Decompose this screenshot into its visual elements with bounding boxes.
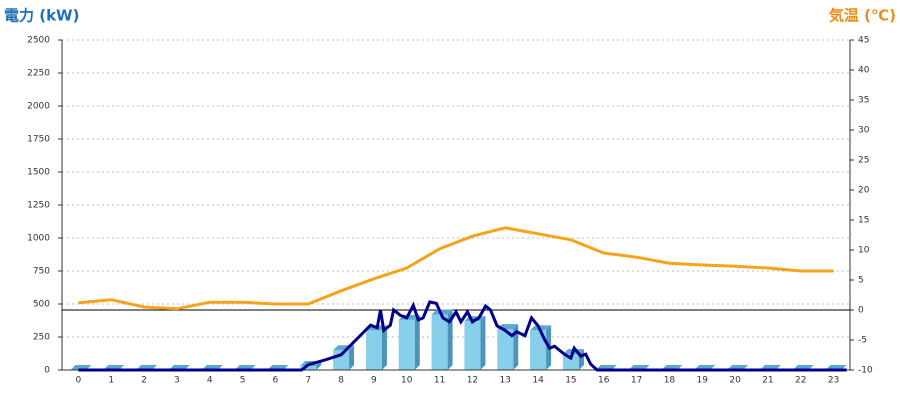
bar-top — [431, 309, 453, 315]
x-tick-label: 6 — [273, 376, 279, 386]
bar-front — [365, 330, 382, 370]
bar-front — [464, 321, 481, 370]
x-tick-label: 19 — [697, 376, 709, 386]
x-tick-label: 4 — [207, 376, 213, 386]
x-tick-label: 7 — [305, 376, 311, 386]
x-tick-label: 20 — [729, 376, 741, 386]
bar — [365, 325, 387, 370]
x-tick-label: 13 — [500, 376, 511, 386]
bar-side — [381, 325, 387, 370]
bar-side — [480, 316, 486, 370]
x-tick-label: 10 — [401, 376, 413, 386]
y2-tick-label: 5 — [858, 276, 864, 286]
x-tick-label: 9 — [371, 376, 377, 386]
y2-tick-label: 20 — [858, 186, 870, 196]
x-tick-label: 15 — [565, 376, 576, 386]
y2-tick-label: 15 — [858, 216, 869, 226]
bar-side — [447, 309, 453, 370]
y-tick-label: 1500 — [27, 168, 50, 178]
power-line — [78, 300, 847, 372]
x-tick-label: 23 — [828, 376, 839, 386]
y-tick-label: 1000 — [27, 234, 50, 244]
y-tick-label: 2250 — [27, 69, 50, 79]
bar — [398, 314, 420, 370]
y2-title: 気温 (℃) — [829, 7, 896, 25]
bar-front — [497, 329, 514, 370]
y-tick-label: 0 — [44, 366, 50, 376]
y2-tick-label: 10 — [858, 246, 870, 256]
bar — [431, 309, 453, 370]
y-tick-label: 250 — [33, 333, 50, 343]
y2-tick-label: 35 — [858, 96, 869, 106]
bar-side — [513, 324, 519, 370]
temperature-line — [78, 226, 834, 311]
x-tick-label: 18 — [664, 376, 676, 386]
y-tick-label: 750 — [33, 267, 50, 277]
bar-front — [530, 330, 547, 370]
x-tick-label: 12 — [467, 376, 478, 386]
bar — [464, 316, 486, 370]
x-tick-label: 21 — [762, 376, 773, 386]
bar — [497, 324, 519, 370]
x-tick-label: 14 — [532, 376, 544, 386]
x-tick-label: 16 — [598, 376, 610, 386]
x-tick-label: 2 — [141, 376, 147, 386]
x-tick-label: 1 — [108, 376, 114, 386]
bar-front — [398, 319, 415, 370]
chart-title: 電力 (kW) — [4, 7, 79, 25]
bar-side — [316, 361, 322, 370]
x-tick-label: 0 — [76, 376, 82, 386]
y-tick-label: 2500 — [27, 36, 50, 46]
y2-tick-label: 45 — [858, 36, 869, 46]
y-tick-label: 1250 — [27, 201, 50, 211]
y-tick-label: 2000 — [27, 102, 50, 112]
y2-tick-label: 40 — [858, 66, 870, 76]
y2-tick-label: -10 — [858, 366, 873, 376]
x-tick-label: 8 — [338, 376, 344, 386]
bar-side — [349, 345, 355, 370]
x-tick-label: 3 — [174, 376, 180, 386]
bar-side — [414, 314, 420, 370]
y2-tick-label: 0 — [858, 306, 864, 316]
x-tick-label: 5 — [240, 376, 246, 386]
bar-front — [431, 314, 448, 370]
y-tick-label: 500 — [33, 300, 50, 310]
y2-tick-label: 30 — [858, 126, 870, 136]
x-tick-label: 11 — [434, 376, 445, 386]
x-tick-label: 22 — [795, 376, 806, 386]
bar-front — [562, 354, 579, 370]
bar-front — [300, 366, 317, 370]
y2-tick-label: 25 — [858, 156, 869, 166]
x-tick-label: 17 — [631, 376, 642, 386]
y2-tick-label: -5 — [858, 336, 867, 346]
y-tick-label: 1750 — [27, 135, 50, 145]
